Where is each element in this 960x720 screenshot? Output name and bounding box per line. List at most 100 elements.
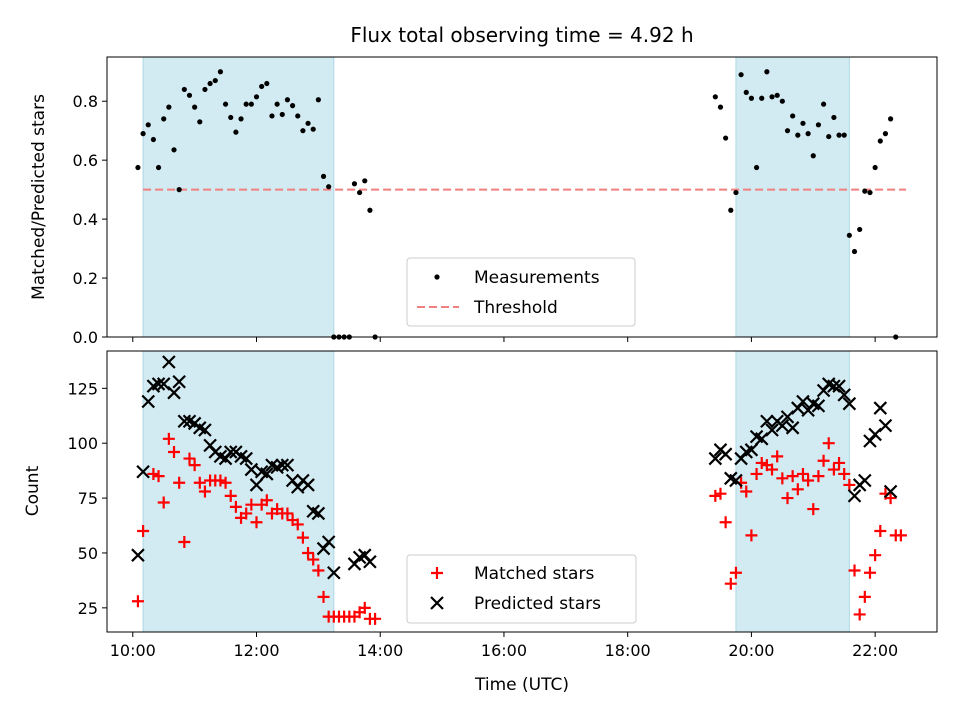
matched-stars-point	[869, 549, 882, 562]
predicted-stars-point	[363, 554, 377, 569]
matched-stars-point	[791, 483, 804, 496]
measurements-point	[243, 101, 249, 107]
predicted-stars-point	[244, 462, 259, 477]
matched-stars-point	[802, 474, 815, 487]
measurements-point	[728, 207, 734, 213]
top-panel-y-axis-label: Matched/Predicted stars	[29, 94, 49, 300]
matched-stars-point	[786, 470, 799, 483]
measurements-point	[222, 101, 229, 107]
predicted-stars-point	[311, 506, 326, 521]
legend-frame	[406, 554, 637, 624]
matched-stars-point	[822, 437, 835, 450]
y-tick-label: 0.2	[73, 269, 98, 288]
measurements-point	[862, 188, 868, 194]
x-tick-label: 10:00	[110, 641, 156, 660]
legend-label-matched-stars: Matched stars	[474, 564, 594, 584]
measurements-point	[877, 138, 883, 144]
predicted-stars-point	[141, 394, 156, 409]
matched-stars-point	[224, 489, 237, 502]
measurements-point	[253, 94, 260, 100]
predicted-stars-point	[260, 467, 274, 481]
measurements-point	[800, 120, 806, 126]
measurements-point	[171, 147, 177, 153]
x-axis-label: Time (UTC)	[474, 675, 569, 695]
measurements-point	[135, 164, 141, 171]
measurements-point	[150, 136, 156, 143]
predicted-stars-point	[837, 388, 851, 402]
y-tick-label: 25	[78, 599, 98, 618]
measurements-point	[764, 69, 770, 75]
matched-stars-point	[219, 476, 232, 489]
measurements-point	[217, 69, 224, 75]
matched-stars-point	[719, 516, 732, 529]
predicted-stars-point	[321, 535, 336, 549]
series-matched-stars	[131, 432, 907, 625]
y-tick-label: 75	[78, 489, 98, 508]
matched-stars-point	[833, 456, 846, 469]
matched-stars-point	[281, 507, 294, 520]
matched-stars-point	[714, 487, 727, 500]
measurements-point	[228, 114, 234, 121]
measurements-point	[795, 132, 801, 138]
predicted-stars-point	[744, 443, 759, 457]
matched-stars-point	[838, 467, 851, 480]
measurements-point	[202, 86, 208, 93]
measurements-point	[743, 89, 749, 95]
measurements-point	[723, 135, 729, 141]
predicted-stars-point	[883, 484, 898, 499]
matched-stars-point	[848, 564, 861, 577]
measurements-point	[882, 131, 889, 137]
matched-stars-point	[807, 503, 820, 516]
predicted-stars-point	[760, 414, 774, 429]
chart-title: Flux total observing time = 4.92 h	[350, 23, 693, 47]
predicted-stars-point	[177, 414, 192, 429]
matched-stars-point	[198, 485, 211, 498]
matched-stars-point	[178, 535, 191, 548]
matched-stars-point	[296, 531, 309, 544]
measurements-point	[362, 178, 368, 184]
measurements-point	[192, 104, 198, 110]
predicted-stars-point	[131, 548, 145, 562]
predicted-stars-point	[832, 379, 846, 393]
legend-marker-matched-stars	[431, 567, 443, 579]
matched-stars-point	[750, 467, 763, 480]
shaded-interval-1	[142, 350, 335, 633]
predicted-stars-point	[842, 396, 857, 411]
matched-stars-point	[781, 492, 794, 505]
predicted-stars-point	[878, 418, 893, 433]
measurements-point	[826, 133, 832, 140]
predicted-stars-point	[162, 355, 176, 369]
bottom-panel-x-ticks: 10:00 12:00 14:00 16:00 18:00 20:00 22:00	[110, 632, 898, 660]
measurements-point	[326, 184, 332, 190]
measurements-point	[197, 119, 203, 125]
matched-stars-point	[188, 459, 201, 472]
measurements-point	[805, 131, 811, 137]
matched-stars-point	[843, 478, 856, 491]
measurements-point	[310, 126, 316, 132]
legend-label-measurements: Measurements	[474, 268, 600, 288]
matched-stars-point	[858, 590, 871, 603]
predicted-stars-point	[280, 458, 295, 472]
measurements-point	[779, 98, 785, 104]
measurements-point	[155, 164, 162, 171]
matched-stars-point	[796, 467, 809, 480]
measurements-point	[315, 97, 321, 103]
matched-stars-point	[817, 454, 830, 467]
measurements-point	[717, 104, 724, 110]
measurements-point	[295, 113, 301, 119]
shaded-interval-2	[735, 56, 850, 338]
predicted-stars-point	[167, 385, 181, 400]
legend-frame	[406, 257, 636, 327]
series-measurements	[135, 69, 899, 340]
predicted-stars-point	[172, 374, 186, 389]
measurements-point	[820, 101, 827, 107]
measurements-point	[867, 189, 873, 196]
y-tick-label: 0.0	[73, 328, 98, 347]
measurements-point	[305, 120, 311, 126]
matched-stars-point	[884, 492, 897, 505]
predicted-stars-point	[136, 464, 150, 479]
shaded-interval-1	[142, 56, 335, 338]
bottom-panel-y-axis-label: Count	[23, 465, 43, 516]
measurements-point	[733, 189, 739, 196]
